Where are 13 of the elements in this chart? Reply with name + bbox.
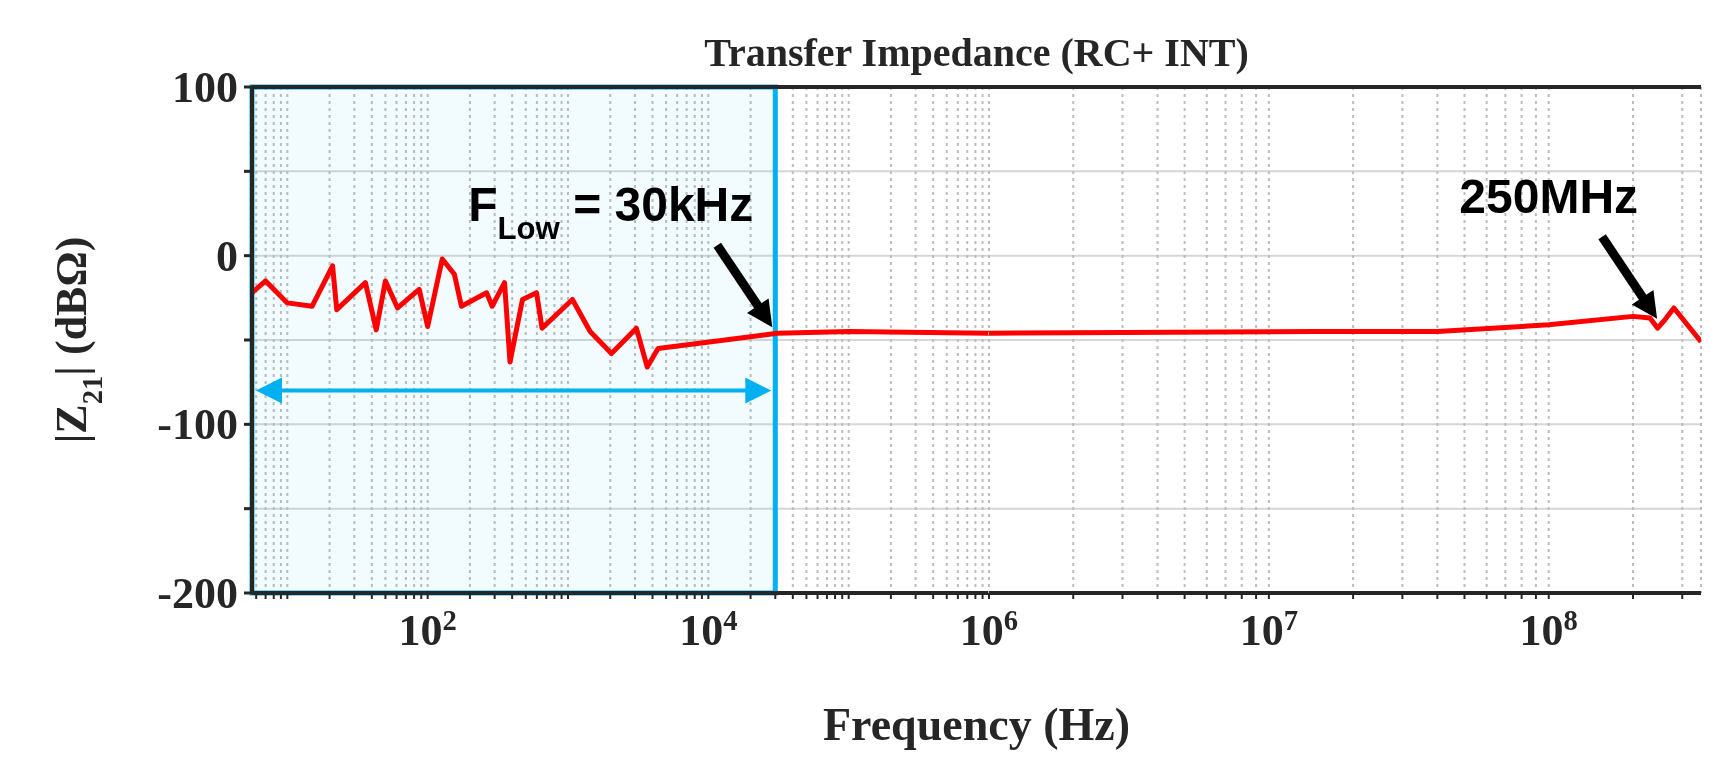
y-tick-label: 0 bbox=[216, 231, 238, 281]
y-tick-label: 100 bbox=[172, 63, 238, 112]
annotation: 250MHz bbox=[1459, 169, 1639, 223]
y-tick-label: -100 bbox=[157, 400, 238, 450]
chart-title: Transfer Impedance (RC+ INT) bbox=[704, 30, 1249, 75]
x-tick-label: 10$^{7}$ bbox=[1239, 604, 1299, 655]
annotation: F$_{Low}$ = 30kHz bbox=[468, 178, 754, 246]
x-tick-label: 10$^{8}$ bbox=[1519, 604, 1578, 655]
x-tick-label: 10$^{6}$ bbox=[959, 604, 1019, 655]
y-tick-label: -200 bbox=[157, 569, 238, 618]
x-tick-label: 10$^{2}$ bbox=[398, 604, 457, 655]
x-axis-title: Frequency (Hz) bbox=[822, 699, 1131, 750]
x-tick-label: 10$^{4}$ bbox=[679, 604, 738, 655]
